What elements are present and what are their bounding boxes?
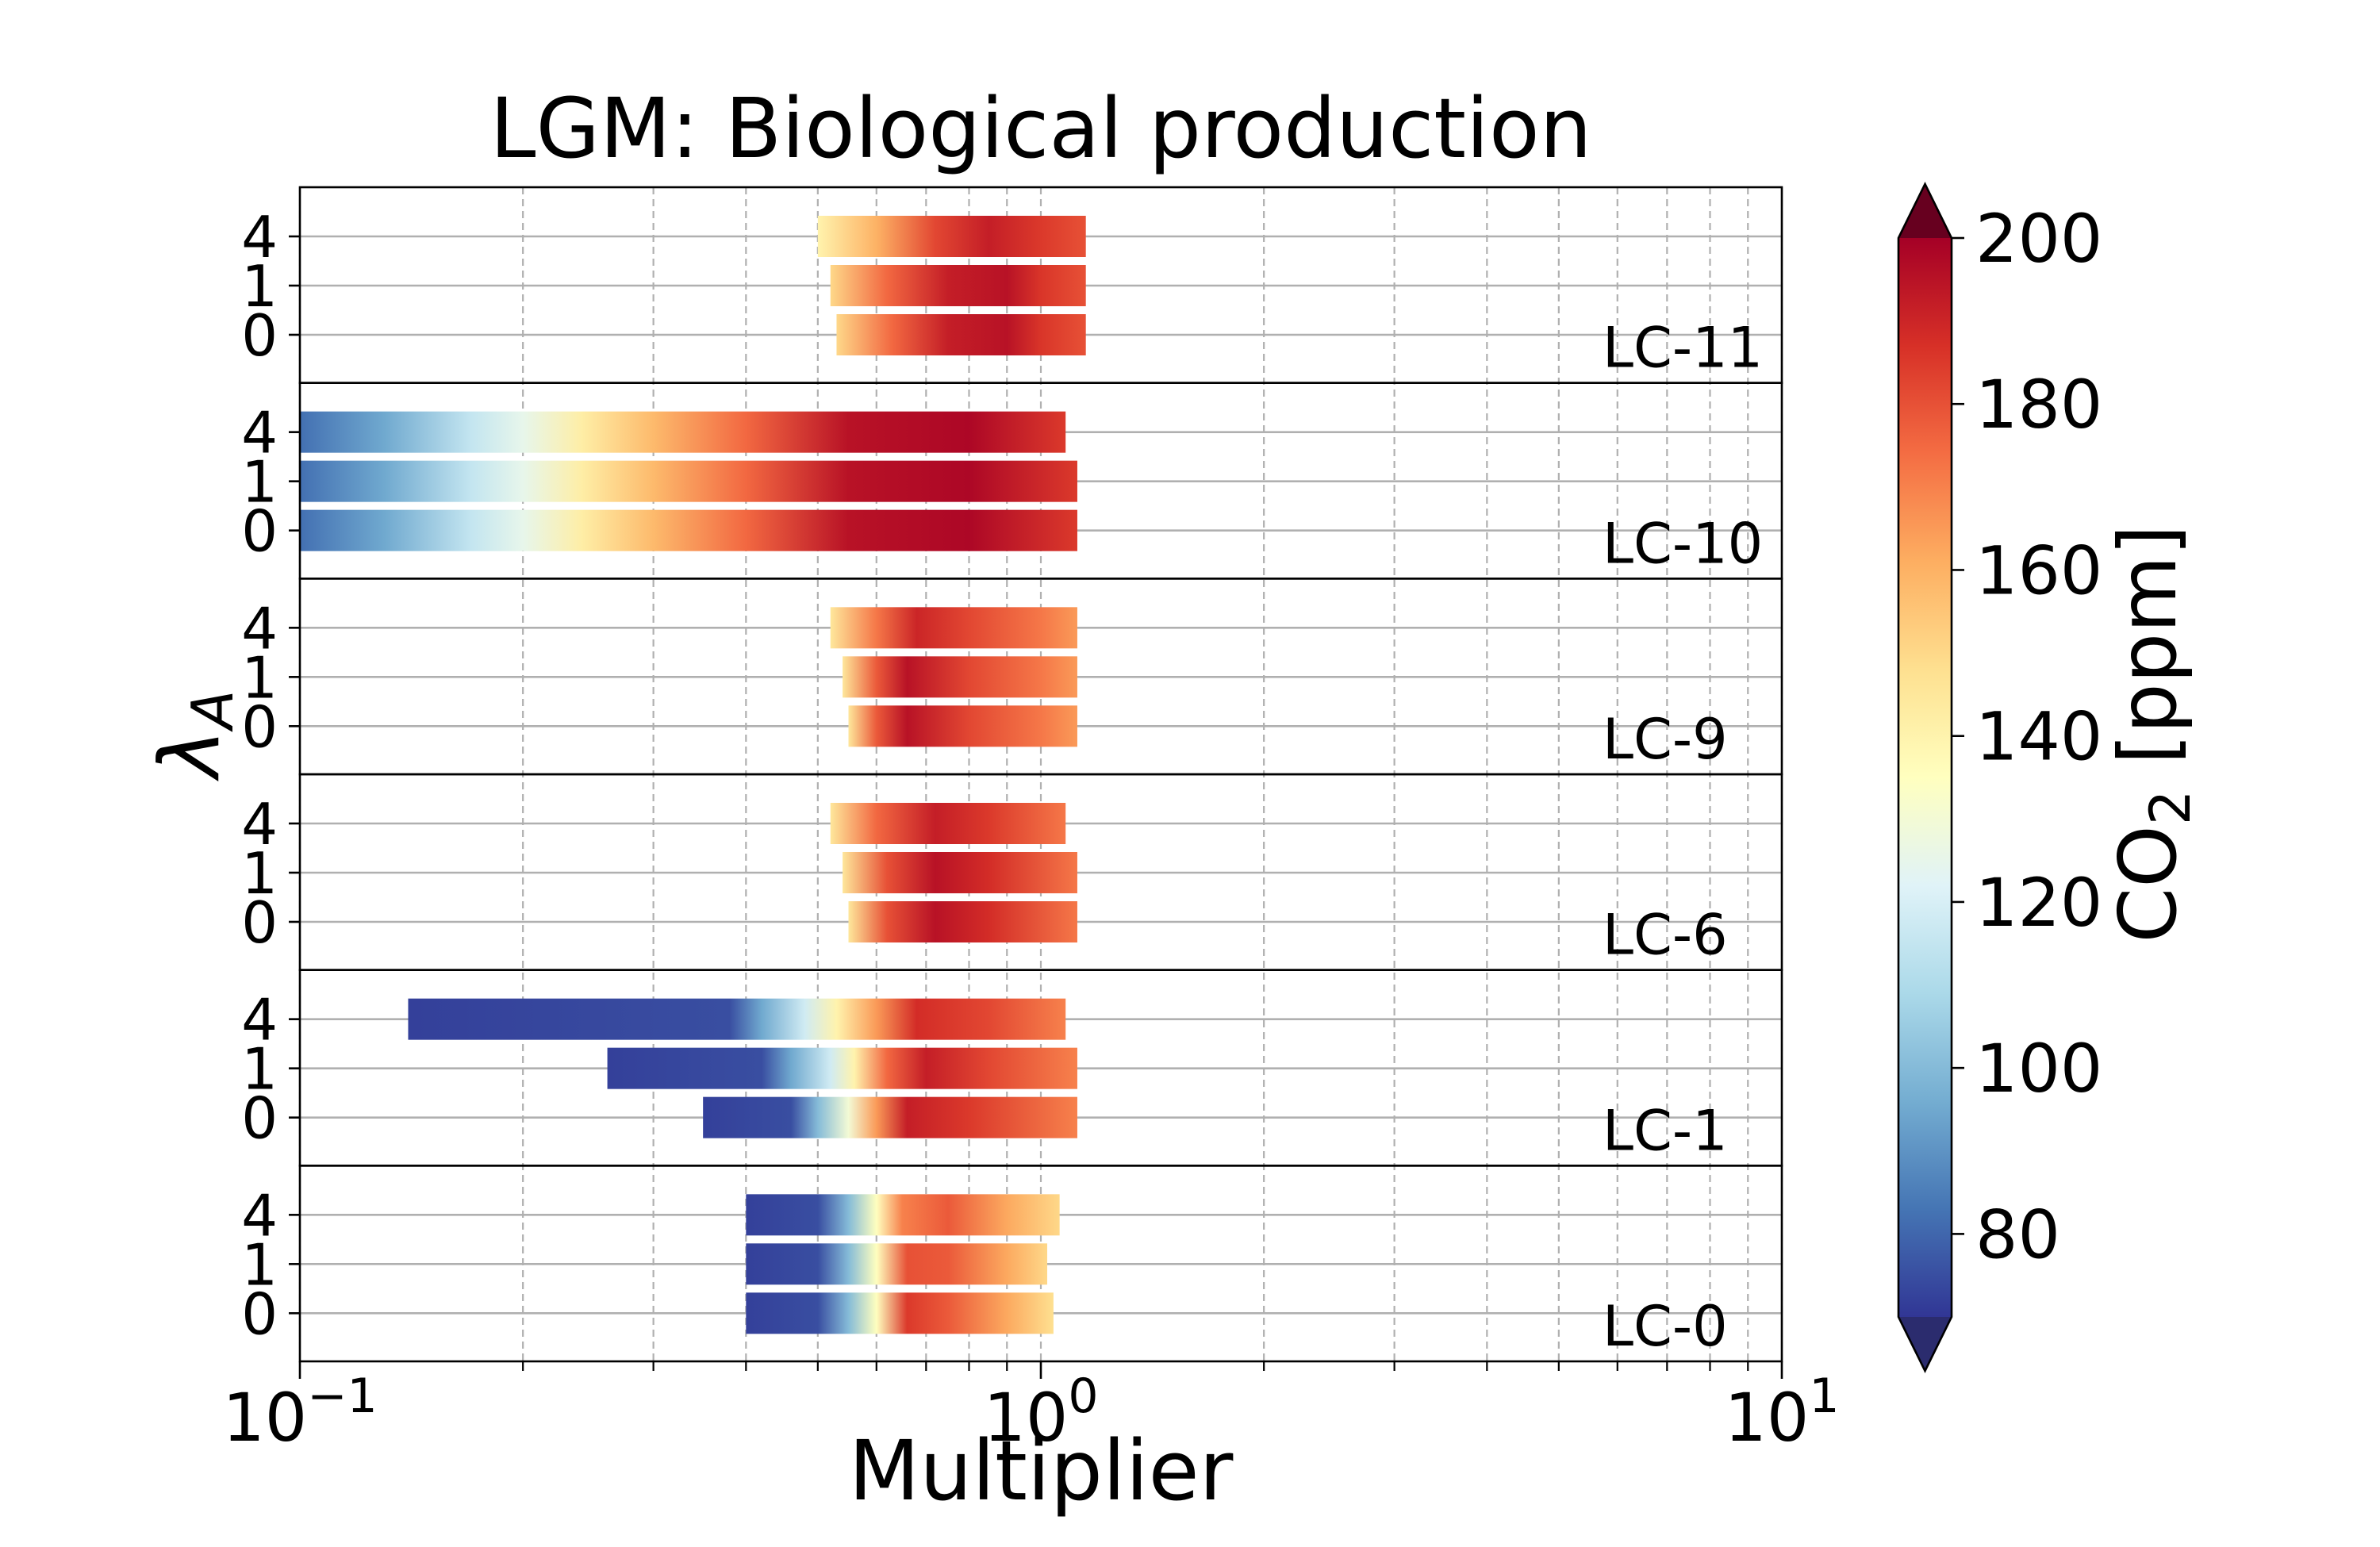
- x-tick-exponent: 1: [1809, 1368, 1839, 1424]
- panel-label: LC-1: [1603, 1098, 1728, 1163]
- x-tick-base: 10: [222, 1379, 307, 1457]
- x-tick-label: 101: [1724, 1368, 1839, 1457]
- y-axis-label: λA: [141, 690, 246, 782]
- y-tick-label: 1: [241, 1231, 278, 1298]
- x-tick-label: 10−1: [222, 1368, 377, 1457]
- y-tick-label: 0: [241, 693, 278, 760]
- colorbar-label: CO2 [ppm]: [2102, 524, 2203, 942]
- data-bar: [817, 216, 1086, 257]
- x-tick-base: 10: [983, 1379, 1068, 1457]
- y-tick-label: 0: [241, 302, 278, 369]
- y-axis-label-main: λ: [141, 729, 238, 782]
- x-tick-base: 10: [1724, 1379, 1809, 1457]
- y-tick-label: 0: [241, 1280, 278, 1347]
- data-bar: [607, 1047, 1077, 1089]
- panel-label: LC-0: [1603, 1294, 1728, 1359]
- data-bar: [830, 265, 1086, 306]
- colorbar-fill: [1898, 238, 1952, 1317]
- colorbar-tick-label: 180: [1975, 366, 2102, 443]
- data-bar: [836, 314, 1086, 355]
- x-tick-exponent: 0: [1068, 1368, 1098, 1424]
- colorbar-tick-label: 200: [1975, 200, 2102, 278]
- y-axis-label-sub: A: [179, 690, 246, 732]
- colorbar: 80 100 120 140 160 180 200: [1897, 182, 2102, 1373]
- colorbar-label-sub: 2: [2138, 790, 2203, 826]
- data-bar: [703, 1096, 1077, 1138]
- panel-frame: [298, 1165, 1783, 1363]
- y-tick-label: 1: [241, 644, 278, 711]
- data-bar: [830, 803, 1066, 844]
- y-tick-label: 4: [241, 987, 278, 1054]
- colorbar-tick-label: 140: [1975, 698, 2102, 776]
- y-tick-label: 4: [241, 204, 278, 271]
- y-tick-label: 1: [241, 1036, 278, 1103]
- colorbar-tick-label: 100: [1975, 1030, 2102, 1107]
- bar-layer: [300, 216, 1086, 1334]
- y-tick-label: 0: [241, 498, 278, 565]
- data-bar: [300, 460, 1077, 502]
- colorbar-outline: [1897, 182, 1953, 1373]
- x-tick-label: 100: [983, 1368, 1098, 1457]
- panel-label: LC-11: [1603, 316, 1763, 381]
- y-tick-label: 4: [241, 791, 278, 858]
- panel-label: LC-6: [1603, 903, 1728, 968]
- x-axis-label: Multiplier: [849, 1422, 1234, 1519]
- panel-label: LC-10: [1603, 511, 1763, 576]
- chart-title: LGM: Biological production: [490, 80, 1592, 177]
- colorbar-tick-label: 80: [1975, 1196, 2060, 1273]
- data-bar: [848, 705, 1077, 747]
- y-tick-label: 1: [241, 840, 278, 907]
- y-tick-label: 4: [241, 595, 278, 662]
- colorbar-label-unit: [ppm]: [2102, 524, 2194, 789]
- colorbar-bottom-extend: [1898, 1317, 1952, 1371]
- data-bar: [843, 656, 1077, 698]
- y-tick-label: 4: [241, 1182, 278, 1249]
- x-tick-exponent: −1: [307, 1368, 377, 1424]
- y-tick-label: 4: [241, 400, 278, 466]
- data-bar: [300, 411, 1066, 453]
- colorbar-tick-label: 120: [1975, 864, 2102, 942]
- y-tick-label: 0: [241, 1085, 278, 1152]
- data-bar: [746, 1194, 1060, 1236]
- panel-layer: LC-11 LC-10 LC-9 LC-6 LC-1 LC-0: [298, 186, 1783, 1363]
- colorbar-tick-label: 160: [1975, 532, 2102, 609]
- data-bar: [300, 509, 1077, 551]
- y-tick-label: 0: [241, 889, 278, 956]
- data-bar: [848, 901, 1077, 942]
- colorbar-label-main: CO: [2102, 825, 2194, 943]
- panel-label: LC-9: [1603, 707, 1728, 772]
- data-bar: [746, 1292, 1054, 1334]
- y-tick-label: 1: [241, 449, 278, 516]
- data-bar: [746, 1243, 1048, 1285]
- y-tick-label: 1: [241, 253, 278, 320]
- data-bar: [408, 998, 1066, 1040]
- data-bar: [843, 852, 1077, 893]
- colorbar-top-extend: [1898, 184, 1952, 238]
- data-bar: [830, 607, 1077, 649]
